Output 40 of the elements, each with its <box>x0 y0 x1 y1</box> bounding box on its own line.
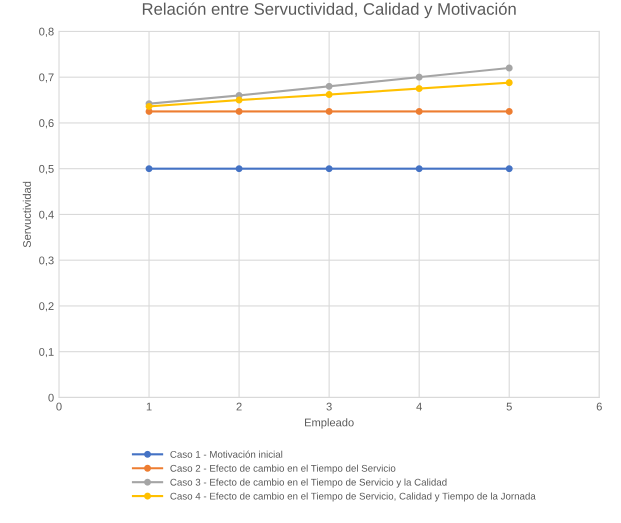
x-tick-label: 5 <box>506 402 512 411</box>
y-tick-label: 0,2 <box>39 302 54 312</box>
y-tick-label: 0,3 <box>39 256 54 266</box>
point <box>506 108 513 115</box>
y-tick-label: 0 <box>48 394 54 402</box>
point <box>146 102 153 110</box>
point <box>146 165 153 172</box>
point <box>326 91 333 98</box>
point <box>416 108 423 115</box>
x-tick-label: 4 <box>416 402 422 410</box>
y-tick-label: 0,1 <box>39 348 54 358</box>
point <box>236 96 243 104</box>
chart-title: Relación entre Servuctividad, Calidad y Motivación <box>142 2 516 18</box>
y-tick-label: 0,4 <box>39 210 54 220</box>
point <box>326 82 333 90</box>
legend-label: Caso 1 - Motivación inicial <box>170 450 282 458</box>
x-axis-title: Empleado <box>305 418 354 429</box>
y-tick-label: 0,5 <box>39 164 54 174</box>
point <box>416 85 423 92</box>
x-tick-label: 1 <box>146 402 152 410</box>
point <box>416 74 423 81</box>
point <box>236 165 243 172</box>
x-tick-label: 3 <box>326 402 332 411</box>
point <box>326 108 333 115</box>
point <box>326 165 333 172</box>
y-axis-title: Servuctividad <box>22 182 31 248</box>
point <box>506 64 513 72</box>
y-tick-label: 0,7 <box>39 73 54 83</box>
point <box>506 79 513 86</box>
y-tick-label: 0,8 <box>39 28 54 37</box>
point <box>416 165 423 172</box>
legend-label: Caso 4 - Efecto de cambio en el Tiempo de Servicio, Calidad y Tiempo de la Jornada <box>170 492 536 502</box>
x-tick-label: 6 <box>596 402 602 411</box>
y-tick-label: 0,6 <box>39 119 54 128</box>
point <box>506 165 513 172</box>
legend-label: Caso 3 - Efecto de cambio en el Tiempo de Servicio y la Calidad <box>170 478 446 488</box>
x-tick-label: 2 <box>236 402 242 410</box>
x-tick-label: 0 <box>56 402 62 411</box>
point <box>236 108 243 115</box>
legend-label: Caso 2 - Efecto de cambio en el Tiempo del Servicio <box>170 464 396 474</box>
